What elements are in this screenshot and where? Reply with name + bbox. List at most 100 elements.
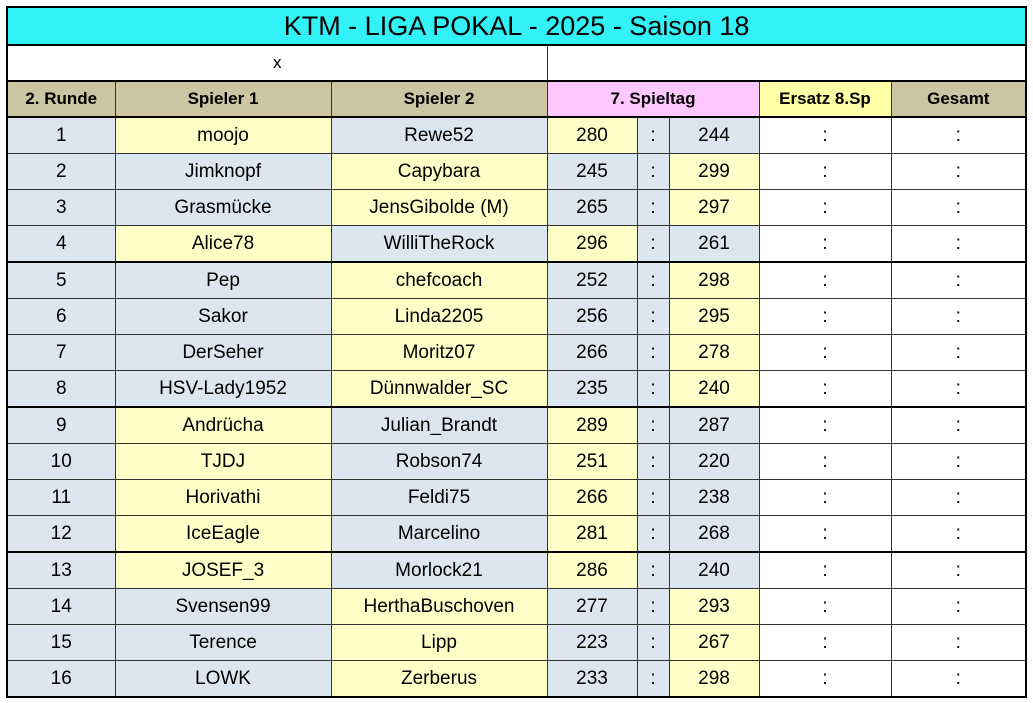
total-cell: : <box>890 588 1028 625</box>
round-number: 13 <box>6 551 116 589</box>
player2-cell: Julian_Brandt <box>330 406 548 444</box>
table-row: 3 Grasmücke JensGibolde (M) 265:297:: <box>6 189 1028 226</box>
round-number: 5 <box>6 261 116 299</box>
score-separator: : <box>636 406 670 444</box>
score-separator: : <box>636 225 670 263</box>
substitute-cell: : <box>758 588 892 625</box>
player1-cell: Andrücha <box>114 406 332 444</box>
round-number: 9 <box>6 406 116 444</box>
substitute-cell: : <box>758 660 892 698</box>
player1-cell: DerSeher <box>114 334 332 371</box>
substitute-cell: : <box>758 515 892 553</box>
score-separator: : <box>636 334 670 371</box>
total-cell: : <box>890 515 1028 553</box>
substitute-cell: : <box>758 479 892 516</box>
score1-cell: 265 <box>546 189 638 226</box>
substitute-cell: : <box>758 370 892 408</box>
score-separator: : <box>636 370 670 408</box>
player1-cell: Jimknopf <box>114 153 332 190</box>
player2-cell: Linda2205 <box>330 298 548 335</box>
round-number: 10 <box>6 443 116 480</box>
round-number: 14 <box>6 588 116 625</box>
score2-cell: 240 <box>668 551 760 589</box>
table-row: 15 Terence Lipp 223:267:: <box>6 624 1028 661</box>
score-separator: : <box>636 551 670 589</box>
header-total: Gesamt <box>890 80 1028 118</box>
subheader-left: x <box>6 44 548 82</box>
header-substitute: Ersatz 8.Sp <box>758 80 892 118</box>
table-row: 7 DerSeher Moritz07 266:278:: <box>6 334 1028 371</box>
cup-table: KTM - LIGA POKAL - 2025 - Saison 18 x 2.… <box>5 6 1028 698</box>
table-row: 10 TJDJ Robson74 251:220:: <box>6 443 1028 480</box>
total-cell: : <box>890 660 1028 698</box>
match-rows: 1 moojo Rewe52 280:244::2 Jimknopf Capybara 24… <box>6 116 1028 698</box>
header-round: 2. Runde <box>6 80 116 118</box>
substitute-cell: : <box>758 261 892 299</box>
score2-cell: 240 <box>668 370 760 408</box>
player2-cell: Lipp <box>330 624 548 661</box>
score-separator: : <box>636 479 670 516</box>
player1-cell: Sakor <box>114 298 332 335</box>
table-row: 6 Sakor Linda2205 256:295:: <box>6 298 1028 335</box>
substitute-cell: : <box>758 225 892 263</box>
player1-cell: Horivathi <box>114 479 332 516</box>
total-cell: : <box>890 551 1028 589</box>
round-number: 7 <box>6 334 116 371</box>
round-number: 4 <box>6 225 116 263</box>
score2-cell: 297 <box>668 189 760 226</box>
substitute-cell: : <box>758 443 892 480</box>
round-number: 16 <box>6 660 116 698</box>
total-cell: : <box>890 334 1028 371</box>
score2-cell: 298 <box>668 660 760 698</box>
score2-cell: 298 <box>668 261 760 299</box>
player1-cell: Pep <box>114 261 332 299</box>
score-separator: : <box>636 298 670 335</box>
round-number: 3 <box>6 189 116 226</box>
score2-cell: 287 <box>668 406 760 444</box>
player2-cell: Marcelino <box>330 515 548 553</box>
player1-cell: HSV-Lady1952 <box>114 370 332 408</box>
round-number: 12 <box>6 515 116 553</box>
score-separator: : <box>636 588 670 625</box>
subheader-right <box>546 44 1028 82</box>
player1-cell: Grasmücke <box>114 189 332 226</box>
player2-cell: JensGibolde (M) <box>330 189 548 226</box>
substitute-cell: : <box>758 116 892 154</box>
score-separator: : <box>636 116 670 154</box>
player2-cell: Moritz07 <box>330 334 548 371</box>
total-cell: : <box>890 406 1028 444</box>
total-cell: : <box>890 624 1028 661</box>
total-cell: : <box>890 116 1028 154</box>
player2-cell: Capybara <box>330 153 548 190</box>
player2-cell: Rewe52 <box>330 116 548 154</box>
header-matchday: 7. Spieltag <box>546 80 760 118</box>
score1-cell: 252 <box>546 261 638 299</box>
substitute-cell: : <box>758 298 892 335</box>
substitute-cell: : <box>758 551 892 589</box>
player2-cell: WilliTheRock <box>330 225 548 263</box>
player2-cell: Feldi75 <box>330 479 548 516</box>
score-separator: : <box>636 515 670 553</box>
page-title: KTM - LIGA POKAL - 2025 - Saison 18 <box>5 6 1028 46</box>
score1-cell: 266 <box>546 479 638 516</box>
player2-cell: Dünnwalder_SC <box>330 370 548 408</box>
score1-cell: 277 <box>546 588 638 625</box>
score1-cell: 296 <box>546 225 638 263</box>
score-separator: : <box>636 261 670 299</box>
round-number: 8 <box>6 370 116 408</box>
total-cell: : <box>890 370 1028 408</box>
round-number: 1 <box>6 116 116 154</box>
score2-cell: 278 <box>668 334 760 371</box>
player1-cell: TJDJ <box>114 443 332 480</box>
substitute-cell: : <box>758 189 892 226</box>
score-separator: : <box>636 624 670 661</box>
score2-cell: 268 <box>668 515 760 553</box>
table-row: 9 Andrücha Julian_Brandt 289:287:: <box>6 406 1028 444</box>
score2-cell: 299 <box>668 153 760 190</box>
round-number: 11 <box>6 479 116 516</box>
total-cell: : <box>890 225 1028 263</box>
score1-cell: 266 <box>546 334 638 371</box>
round-number: 2 <box>6 153 116 190</box>
table-row: 14 Svensen99 HerthaBuschoven 277:293:: <box>6 588 1028 625</box>
substitute-cell: : <box>758 406 892 444</box>
